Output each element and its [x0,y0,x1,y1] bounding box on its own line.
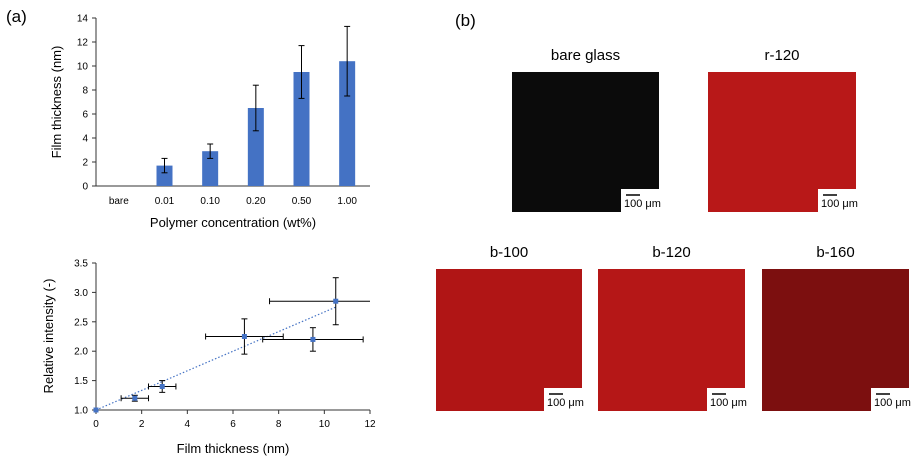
bar-chart: Film thickness (nm) Polymer concentratio… [49,14,370,230]
bar-x-tick-label: 1.00 [337,196,357,207]
scatter-y-tick-label: 1.0 [74,406,88,417]
bar [202,151,219,186]
bar [339,61,356,187]
scale-bar-label: 100 μm [821,198,858,210]
scale-bar-label: 100 μm [547,397,584,409]
scale-bar-box [544,388,590,413]
bar-x-tick-label: 0.20 [246,196,266,207]
panel-a-label: (a) [6,7,27,26]
scatter-x-tick-label: 4 [185,419,191,430]
scale-bar-box [707,388,753,413]
scatter-y-tick-label: 1.5 [74,376,88,387]
scale-bar-label: 100 μm [624,198,661,210]
bar-y-axis-title: Film thickness (nm) [49,46,64,159]
trendline [95,306,336,411]
micrograph-title: r-120 [764,47,799,64]
micrograph: b-100 100 μm [436,244,590,413]
bar-x-tick-label: 0.10 [200,196,220,207]
micrograph-title: bare glass [551,47,620,64]
scatter-x-axis-title: Film thickness (nm) [177,441,290,456]
micrograph-image [512,72,659,212]
scatter-y-tick-label: 3.0 [74,288,88,299]
bar-x-tick-label: bare [109,196,129,207]
micrograph-title: b-160 [816,244,854,261]
scatter-point [241,334,247,339]
scatter-x-tick-label: 0 [93,419,99,430]
micrograph-image [436,269,582,411]
bar-y-tick-label: 10 [77,62,89,73]
micrograph: b-160 100 μm [762,244,917,413]
scatter-point [310,336,316,342]
bar [247,108,264,186]
scatter-y-axis-title: Relative intensity (-) [41,279,56,394]
scatter-y-tick-label: 2.0 [74,347,88,358]
micrograph-image [708,72,856,212]
bar-y-tick-label: 12 [77,38,89,49]
scale-bar-label: 100 μm [874,397,911,409]
scale-bar-box [621,189,667,214]
micrograph-image [762,269,909,411]
scale-bar-box [871,388,917,413]
scatter-y-tick-label: 3.5 [74,259,88,270]
bar [156,165,173,186]
bar-x-axis-title: Polymer concentration (wt%) [150,215,316,230]
scatter-x-tick-label: 6 [230,419,236,430]
scatter-x-tick-label: 12 [364,419,376,430]
scatter-point [159,383,165,389]
bar-y-tick-label: 0 [82,182,88,193]
scatter-x-tick-label: 8 [276,419,282,430]
panel-b-label: (b) [455,11,476,30]
bar-y-tick-label: 14 [77,14,89,25]
micrograph-image [598,269,745,411]
bar-x-tick-label: 0.50 [292,196,312,207]
scatter-point [93,407,99,413]
scatter-point [132,395,138,401]
scatter-x-tick-label: 10 [319,419,331,430]
scatter-x-tick-label: 2 [139,419,145,430]
micrograph: bare glass 100 μm [512,47,667,214]
scale-bar-box [818,189,864,214]
micrograph: r-120 100 μm [708,47,864,214]
bar-y-tick-label: 6 [82,110,88,121]
micrograph-title: b-120 [652,244,690,261]
micrograph-title: b-100 [490,244,528,261]
bar-x-tick-label: 0.01 [155,196,175,207]
scatter-chart: Relative intensity (-) Film thickness (n… [41,259,376,457]
scatter-y-tick-label: 2.5 [74,317,88,328]
bar-y-tick-label: 4 [82,134,88,145]
bar-y-tick-label: 2 [82,158,88,169]
scale-bar-label: 100 μm [710,397,747,409]
bar [293,72,310,186]
micrograph: b-120 100 μm [598,244,753,413]
bar-y-tick-label: 8 [82,86,88,97]
scatter-point [333,298,339,304]
